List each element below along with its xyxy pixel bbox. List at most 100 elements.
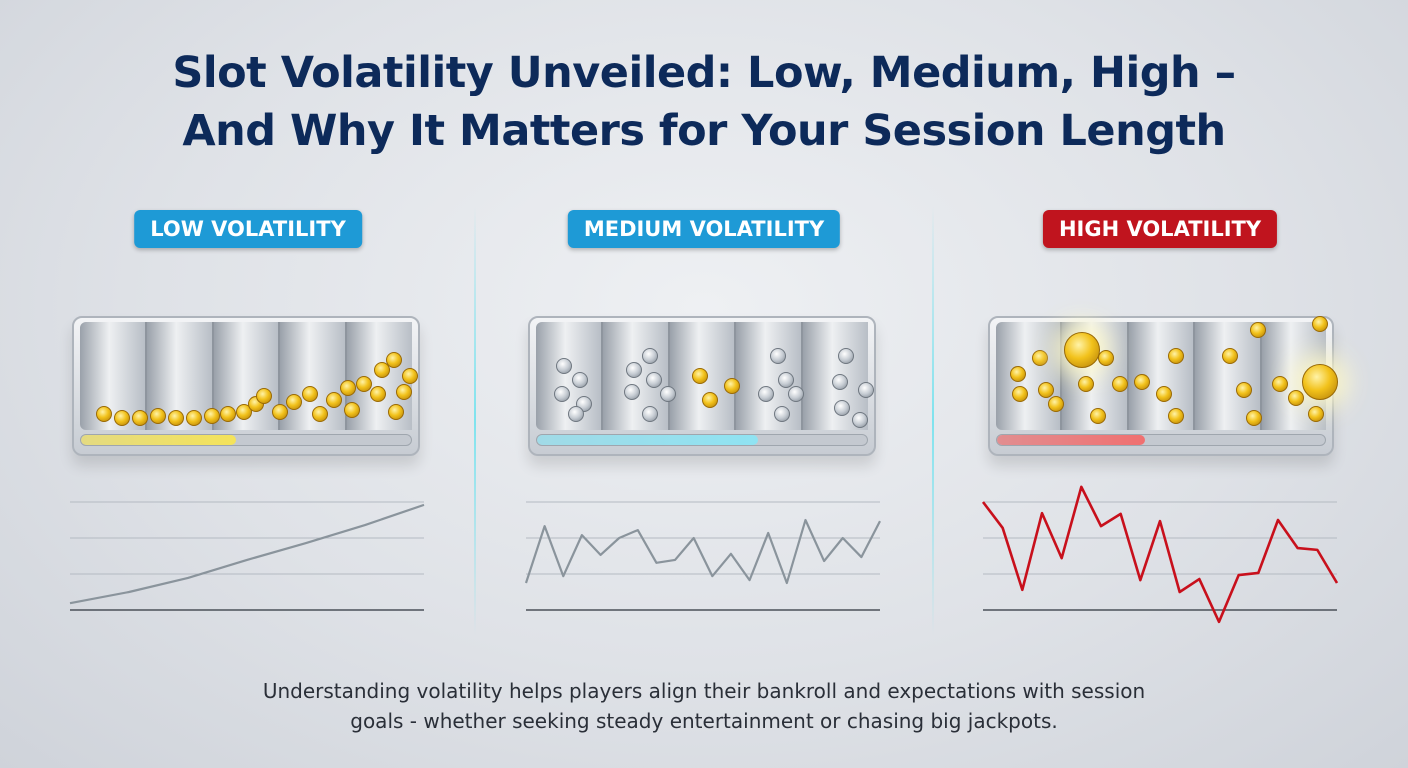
silver-coin-icon [572, 372, 588, 388]
page-title: Slot Volatility Unveiled: Low, Medium, H… [0, 44, 1408, 160]
badge-low-volatility: LOW VOLATILITY [134, 210, 362, 248]
gold-coin-icon [204, 408, 220, 424]
gold-coin-icon [114, 410, 130, 426]
gold-coin-icon [1010, 366, 1026, 382]
slot-machine-low [72, 316, 420, 456]
series-line [981, 485, 1339, 624]
silver-coin-icon [646, 372, 662, 388]
reel [278, 322, 346, 430]
gold-coin-icon [1098, 350, 1114, 366]
silver-coin-icon [774, 406, 790, 422]
gold-coin-icon [132, 410, 148, 426]
gold-coin-icon [386, 352, 402, 368]
gold-coin-icon [1112, 376, 1128, 392]
gold-coin-icon [340, 380, 356, 396]
silver-coin-icon [556, 358, 572, 374]
gold-coin-icon [96, 406, 112, 422]
silver-coin-icon [642, 406, 658, 422]
slot-machine-medium [528, 316, 876, 456]
progress-fill [537, 435, 759, 445]
gold-coin-icon [1012, 386, 1028, 402]
silver-coin-icon [858, 382, 874, 398]
gold-coin-icon [168, 410, 184, 426]
silver-coin-icon [568, 406, 584, 422]
gold-coin-icon [1156, 386, 1172, 402]
trend-chart-high [981, 485, 1339, 624]
gold-coin-icon [326, 392, 342, 408]
silver-coin-icon [624, 384, 640, 400]
silver-coin-icon [838, 348, 854, 364]
title-line-2: And Why It Matters for Your Session Leng… [182, 106, 1226, 156]
silver-coin-icon [626, 362, 642, 378]
silver-coin-icon [660, 386, 676, 402]
silver-coin-icon [788, 386, 804, 402]
gold-coin-icon [374, 362, 390, 378]
gold-coin-icon [302, 386, 318, 402]
silver-coin-icon [642, 348, 658, 364]
gold-coin-icon [150, 408, 166, 424]
slot-machine-high [988, 316, 1338, 456]
caption-line-1: Understanding volatility helps players a… [262, 679, 1146, 703]
divider [474, 205, 476, 635]
gold-coin-icon [356, 376, 372, 392]
reels [80, 322, 418, 430]
series-line [69, 503, 425, 605]
progress-bar [536, 434, 868, 446]
gold-coin-icon [220, 406, 236, 422]
gold-coin-icon [1222, 348, 1238, 364]
gold-coin-icon [702, 392, 718, 408]
gold-coin-icon [370, 386, 386, 402]
silver-coin-icon [770, 348, 786, 364]
silver-coin-icon [758, 386, 774, 402]
gold-coin-icon [1288, 390, 1304, 406]
silver-coin-icon [852, 412, 868, 428]
gold-coin-icon [1090, 408, 1106, 424]
gold-coin-icon [1250, 322, 1266, 338]
gold-coin-icon [396, 384, 412, 400]
gold-coin-icon [1134, 374, 1150, 390]
progress-fill [997, 435, 1145, 445]
gold-coin-icon [286, 394, 302, 410]
gold-coin-icon [1302, 364, 1338, 400]
gold-coin-icon [1038, 382, 1054, 398]
divider [932, 205, 934, 635]
reels [996, 316, 1338, 430]
badge-medium-volatility: MEDIUM VOLATILITY [567, 210, 841, 248]
gold-coin-icon [724, 378, 740, 394]
caption: Understanding volatility helps players a… [0, 676, 1408, 736]
trend-chart-medium [524, 501, 881, 611]
gold-coin-icon [1078, 376, 1094, 392]
gold-coin-icon [402, 368, 418, 384]
series-line [524, 518, 881, 585]
silver-coin-icon [778, 372, 794, 388]
gold-coin-icon [1032, 350, 1048, 366]
progress-bar [996, 434, 1326, 446]
gold-coin-icon [344, 402, 360, 418]
gold-coin-icon [256, 388, 272, 404]
gold-coin-icon [312, 406, 328, 422]
gold-coin-icon [186, 410, 202, 426]
gold-coin-icon [1236, 382, 1252, 398]
caption-line-2: goals - whether seeking steady entertain… [350, 709, 1058, 733]
gold-coin-icon [1312, 316, 1328, 332]
gold-coin-icon [272, 404, 288, 420]
badge-high-volatility: HIGH VOLATILITY [1042, 210, 1278, 248]
gold-coin-icon [1048, 396, 1064, 412]
trend-chart-low [69, 501, 425, 611]
progress-bar [80, 434, 412, 446]
gold-coin-icon [1168, 408, 1184, 424]
progress-fill [81, 435, 237, 445]
title-line-1: Slot Volatility Unveiled: Low, Medium, H… [172, 48, 1236, 98]
reels [536, 322, 874, 430]
gold-coin-icon [1168, 348, 1184, 364]
reel [996, 322, 1061, 430]
gold-coin-icon [1308, 406, 1324, 422]
silver-coin-icon [832, 374, 848, 390]
silver-coin-icon [554, 386, 570, 402]
gold-coin-icon [692, 368, 708, 384]
silver-coin-icon [834, 400, 850, 416]
gold-coin-icon [1064, 332, 1100, 368]
gold-coin-icon [388, 404, 404, 420]
gold-coin-icon [236, 404, 252, 420]
gold-coin-icon [1246, 410, 1262, 426]
